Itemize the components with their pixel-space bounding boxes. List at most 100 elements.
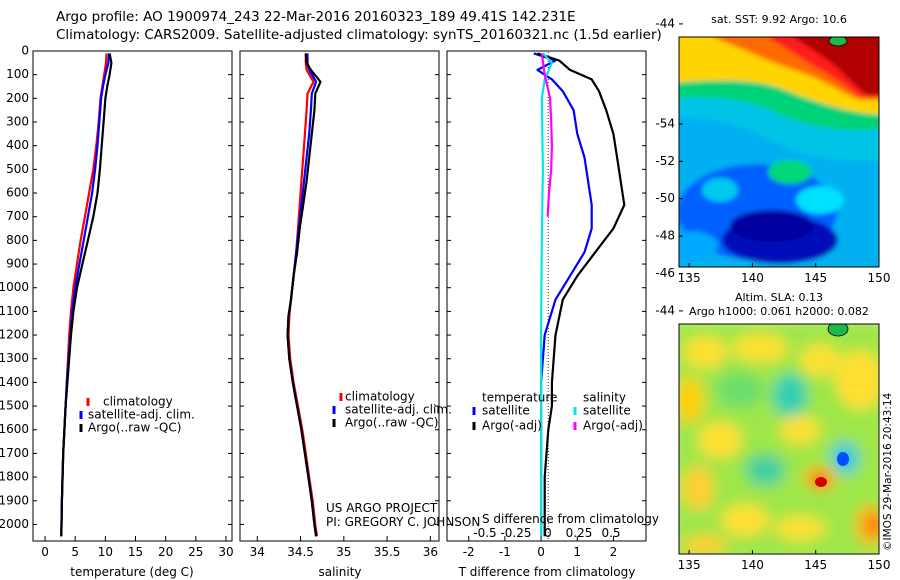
- x-tick-label: -1: [499, 545, 511, 559]
- legend-label-satellite: satellite-adj. clim.: [88, 408, 195, 422]
- x-tick-label: 1: [573, 545, 581, 559]
- y-tick-label: 600: [6, 186, 29, 200]
- top-tick-label: 0.25: [566, 526, 593, 540]
- legend-header-salinity: salinity: [583, 391, 626, 405]
- y-tick-label: 1700: [0, 446, 29, 460]
- temperature-difference-xlabel: T difference from climatology: [458, 565, 636, 579]
- temperature-panel: 0 5 10 15 20 25 300100200300400500600700800900…: [0, 44, 234, 580]
- climatology-title: Climatology: CARS2009. Satellite-adjuste…: [56, 27, 662, 43]
- legend-label-t-satellite: satellite: [482, 404, 530, 418]
- y-tick-label: 800: [6, 233, 29, 247]
- profile-title: Argo profile: AO 1900974_243 22-Mar-2016…: [56, 9, 576, 25]
- salinity-frame: [239, 50, 440, 542]
- map-x-tick-label: 145: [804, 271, 827, 285]
- y-tick-label: 400: [6, 138, 29, 152]
- temperature-legend: climatology satellite-adj. clim. Argo(..…: [79, 395, 195, 435]
- sla-map-title: Altim. SLA: 0.13: [735, 291, 823, 304]
- series-line-salinity-argo-adj: [540, 53, 554, 217]
- map-x-tick-label: 135: [678, 271, 701, 285]
- x-tick-label: 25: [188, 545, 203, 559]
- y-tick-label: 0: [21, 44, 29, 58]
- y-tick-label: 300: [6, 115, 29, 129]
- top-tick-label: 0: [544, 526, 552, 540]
- y-tick-label: 1100: [0, 304, 29, 318]
- map-y-tick-label: -46: [655, 266, 675, 280]
- series-line-temperature-argo-adj: [537, 52, 626, 537]
- map-x-tick-label: 150: [868, 558, 891, 572]
- y-tick-label: 2000: [0, 517, 29, 531]
- y-tick-label: 1800: [0, 470, 29, 484]
- top-tick-label: 0.5: [601, 526, 620, 540]
- x-tick-label: 2: [610, 545, 618, 559]
- y-tick-label: 1600: [0, 422, 29, 436]
- sst-map: sat. SST: 9.92 Argo: 10.6 1: [655, 13, 891, 285]
- map-y-tick-label: -44: [655, 16, 675, 30]
- map-y-tick-label: -50: [655, 191, 675, 205]
- difference-panel: -2 -1 0 1 2 -0.5 -0.25 0 0.25 0.5 S difference fr…: [446, 50, 659, 579]
- salinity-difference-label: S difference from climatology: [482, 512, 659, 526]
- legend-label-climatology: climatology: [103, 395, 173, 409]
- y-tick-label: 200: [6, 91, 29, 105]
- y-tick-label: 900: [6, 257, 29, 271]
- legend-label-s-satellite: satellite: [583, 404, 631, 418]
- sst-map-title: sat. SST: 9.92 Argo: 10.6: [711, 13, 847, 26]
- x-tick-label: 20: [158, 545, 173, 559]
- y-tick-label: 700: [6, 209, 29, 223]
- x-tick-label: 0: [41, 545, 49, 559]
- x-tick-label: 35.5: [374, 545, 401, 559]
- x-tick-label: -2: [463, 545, 475, 559]
- salinity-xlabel: salinity: [318, 565, 361, 579]
- y-tick-label: 500: [6, 162, 29, 176]
- map-y-tick-label: -54: [655, 116, 675, 130]
- x-tick-label: 35: [336, 545, 351, 559]
- difference-frame: [446, 50, 647, 542]
- sla-map-subtitle: Argo h1000: 0.061 h2000: 0.082: [689, 305, 869, 318]
- map-x-tick-label: 135: [678, 558, 701, 572]
- top-tick-label: -0.25: [500, 526, 531, 540]
- y-tick-label: 1900: [0, 493, 29, 507]
- series-line-argo-raw-qc: [286, 53, 322, 537]
- y-tick-label: 1500: [0, 399, 29, 413]
- y-tick-label: 100: [6, 67, 29, 81]
- temperature-xlabel: temperature (deg C): [70, 565, 193, 579]
- sla-field: [679, 324, 879, 554]
- sla-map: Altim. SLA: 0.13 Argo h1000: 0.061 h2000…: [655, 116, 890, 572]
- legend-label-s-argo: Argo(-adj): [583, 419, 643, 433]
- top-tick-label: -0.5: [473, 526, 496, 540]
- imos-credit: ©IMOS 29-Mar-2016 20:43:14: [882, 392, 894, 551]
- legend-label-climatology: climatology: [345, 390, 415, 404]
- temperature-frame: [32, 50, 233, 542]
- salinity-legend: climatology satellite-adj. clim. Argo(..…: [332, 390, 452, 430]
- map-y-tick-label: -48: [655, 229, 675, 243]
- map-y-tick-label: -52: [655, 154, 675, 168]
- legend-label-satellite: satellite-adj. clim.: [345, 403, 452, 417]
- sst-map-frame: [678, 36, 880, 268]
- salinity-panel: 34 34.5 35 35.5 36 salinity climatology sate…: [239, 50, 480, 579]
- x-tick-label: 5: [71, 545, 79, 559]
- series-line-salinity-satellite: [539, 52, 554, 537]
- series-line-argo-raw-qc: [60, 53, 113, 537]
- y-tick-label: 1000: [0, 280, 29, 294]
- x-tick-label: 30: [218, 545, 233, 559]
- y-tick-label: 1200: [0, 328, 29, 342]
- legend-label-t-argo: Argo(-adj): [482, 419, 542, 433]
- x-tick-label: 34.5: [287, 545, 314, 559]
- pi-annotation: PI: GREGORY C. JOHNSON: [326, 515, 480, 529]
- x-tick-label: 0: [537, 545, 545, 559]
- legend-label-argo: Argo(..raw -QC): [345, 416, 438, 430]
- x-tick-label: 36: [423, 545, 438, 559]
- legend-header-temperature: temperature: [482, 391, 557, 405]
- series-line-satellite-adj-clim: [60, 53, 111, 537]
- x-tick-label: 10: [98, 545, 113, 559]
- x-tick-label: 15: [128, 545, 143, 559]
- y-tick-label: 1400: [0, 375, 29, 389]
- map-x-tick-label: 145: [804, 558, 827, 572]
- map-y-tick-label: -44: [655, 303, 675, 317]
- difference-legend: temperature salinity satellite Argo(-adj…: [472, 391, 643, 433]
- map-x-tick-label: 150: [868, 271, 891, 285]
- x-tick-label: 34: [250, 545, 265, 559]
- legend-label-argo: Argo(..raw -QC): [88, 421, 181, 435]
- sst-field: [679, 37, 879, 267]
- project-annotation: US ARGO PROJECT: [326, 501, 438, 515]
